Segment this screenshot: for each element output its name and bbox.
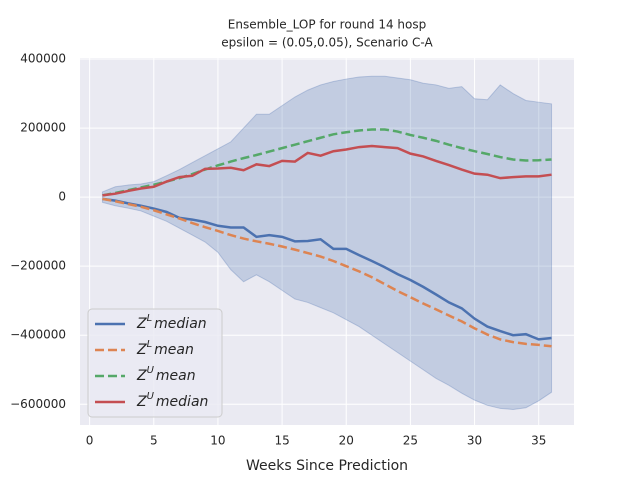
x-tick-label: 25 bbox=[403, 434, 418, 448]
x-tick-label: 5 bbox=[150, 434, 158, 448]
y-tick-label: 0 bbox=[58, 190, 66, 204]
legend-name: median bbox=[156, 394, 208, 410]
series-line bbox=[102, 144, 552, 197]
legend-name: mean bbox=[154, 342, 194, 358]
x-tick-label: 30 bbox=[467, 434, 482, 448]
legend-label: ZL median bbox=[136, 313, 207, 332]
x-tick-label: 10 bbox=[210, 434, 225, 448]
x-tick-label: 15 bbox=[274, 434, 289, 448]
legend-name: median bbox=[154, 316, 206, 332]
series-line bbox=[102, 128, 552, 197]
legend-label: ZU mean bbox=[136, 365, 196, 384]
legend-superscript: U bbox=[147, 365, 155, 376]
series-line bbox=[102, 197, 552, 341]
chart-title: Ensemble_LOP for round 14 hosp bbox=[228, 18, 426, 32]
legend-box bbox=[87, 308, 223, 418]
legend-symbol: Z bbox=[136, 316, 147, 332]
legend-superscript: L bbox=[147, 339, 153, 350]
legend-superscript: L bbox=[147, 313, 153, 324]
y-tick-label: 400000 bbox=[20, 52, 66, 66]
legend-superscript: U bbox=[147, 391, 155, 402]
chart-subtitle: epsilon = (0.05,0.05), Scenario C-A bbox=[221, 36, 433, 50]
legend-label: ZU median bbox=[136, 391, 208, 410]
x-tick-label: 0 bbox=[86, 434, 94, 448]
y-tick-label: 200000 bbox=[20, 121, 66, 135]
legend-name: mean bbox=[156, 368, 196, 384]
x-tick-label: 35 bbox=[531, 434, 546, 448]
legend-symbol: Z bbox=[136, 394, 147, 410]
x-axis-label: Weeks Since Prediction bbox=[246, 458, 408, 474]
legend-label: ZL mean bbox=[136, 339, 194, 358]
x-tick-label: 20 bbox=[339, 434, 354, 448]
legend-symbol: Z bbox=[136, 342, 147, 358]
y-tick-label: −600000 bbox=[10, 397, 66, 411]
series-line bbox=[102, 197, 552, 348]
y-tick-label: −400000 bbox=[10, 328, 66, 342]
legend-symbol: Z bbox=[136, 368, 147, 384]
y-tick-label: −200000 bbox=[10, 259, 66, 273]
